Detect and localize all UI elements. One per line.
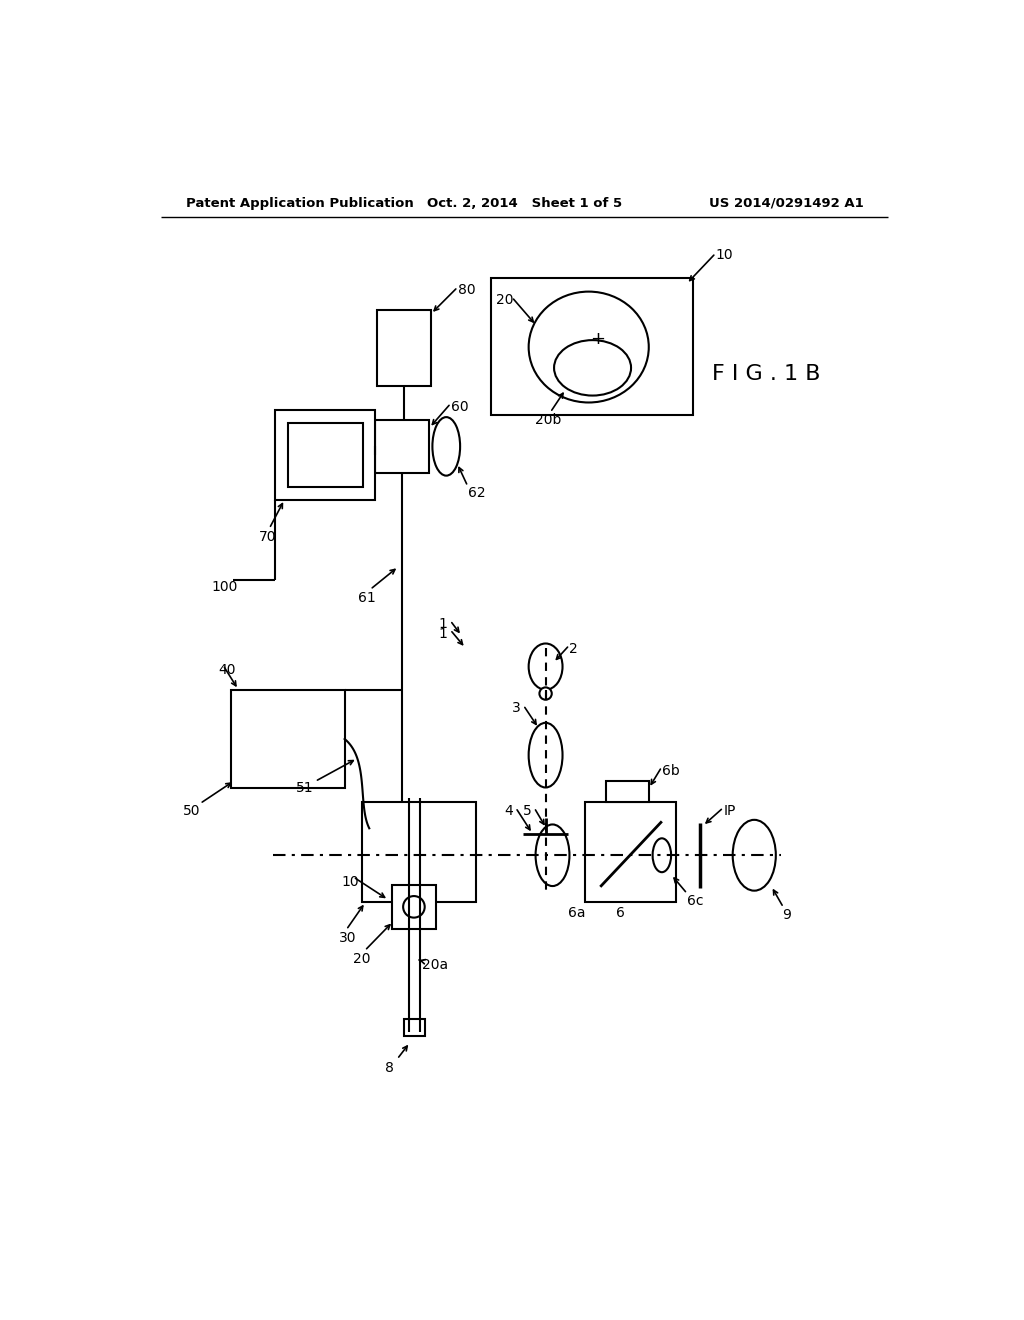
Text: 8: 8 [385,1061,394,1074]
Ellipse shape [536,825,569,886]
Text: +: + [591,330,605,348]
Ellipse shape [528,723,562,788]
Ellipse shape [528,292,649,403]
Ellipse shape [403,896,425,917]
Text: Patent Application Publication: Patent Application Publication [186,197,414,210]
Text: 3: 3 [512,701,520,715]
Text: 4: 4 [505,804,513,818]
Text: 6: 6 [615,906,625,920]
Ellipse shape [540,688,552,700]
Text: 1: 1 [438,616,447,631]
Bar [490,277,692,414]
Text: 60: 60 [451,400,469,414]
Text: F I G . 1 B: F I G . 1 B [712,364,820,384]
Bar [376,420,429,473]
Ellipse shape [528,644,562,689]
Text: 20: 20 [497,293,514,308]
Text: 40: 40 [218,663,236,677]
Text: 80: 80 [458,284,475,297]
Text: 10: 10 [716,248,733,263]
Text: 6b: 6b [662,763,680,777]
Text: 2: 2 [569,642,579,656]
Bar [391,884,436,929]
Bar [403,1019,425,1036]
Text: 20a: 20a [422,958,449,972]
Text: 30: 30 [339,932,356,945]
Text: US 2014/0291492 A1: US 2014/0291492 A1 [709,197,863,210]
Bar [288,422,364,487]
Bar [361,803,475,903]
Text: 1: 1 [438,627,447,640]
Text: 9: 9 [782,908,791,921]
Text: Oct. 2, 2014   Sheet 1 of 5: Oct. 2, 2014 Sheet 1 of 5 [427,197,623,210]
Text: 20b: 20b [535,412,561,426]
Text: 50: 50 [183,804,201,817]
Bar [585,803,676,903]
Text: 100: 100 [211,581,238,594]
Text: 61: 61 [357,591,376,605]
Bar [606,780,649,803]
Bar [275,411,376,499]
Text: 6a: 6a [568,906,586,920]
Text: 62: 62 [468,487,485,500]
Text: 51: 51 [296,781,313,796]
Text: 6c: 6c [686,894,703,908]
Text: 10: 10 [342,875,359,890]
Text: 5: 5 [523,804,532,818]
Ellipse shape [554,341,631,396]
Ellipse shape [733,820,776,891]
Text: IP: IP [724,804,736,818]
Bar [377,310,431,385]
Ellipse shape [652,838,671,873]
Text: 20: 20 [353,952,371,966]
Text: 70: 70 [258,531,275,544]
Bar [230,689,345,788]
Ellipse shape [432,417,460,475]
